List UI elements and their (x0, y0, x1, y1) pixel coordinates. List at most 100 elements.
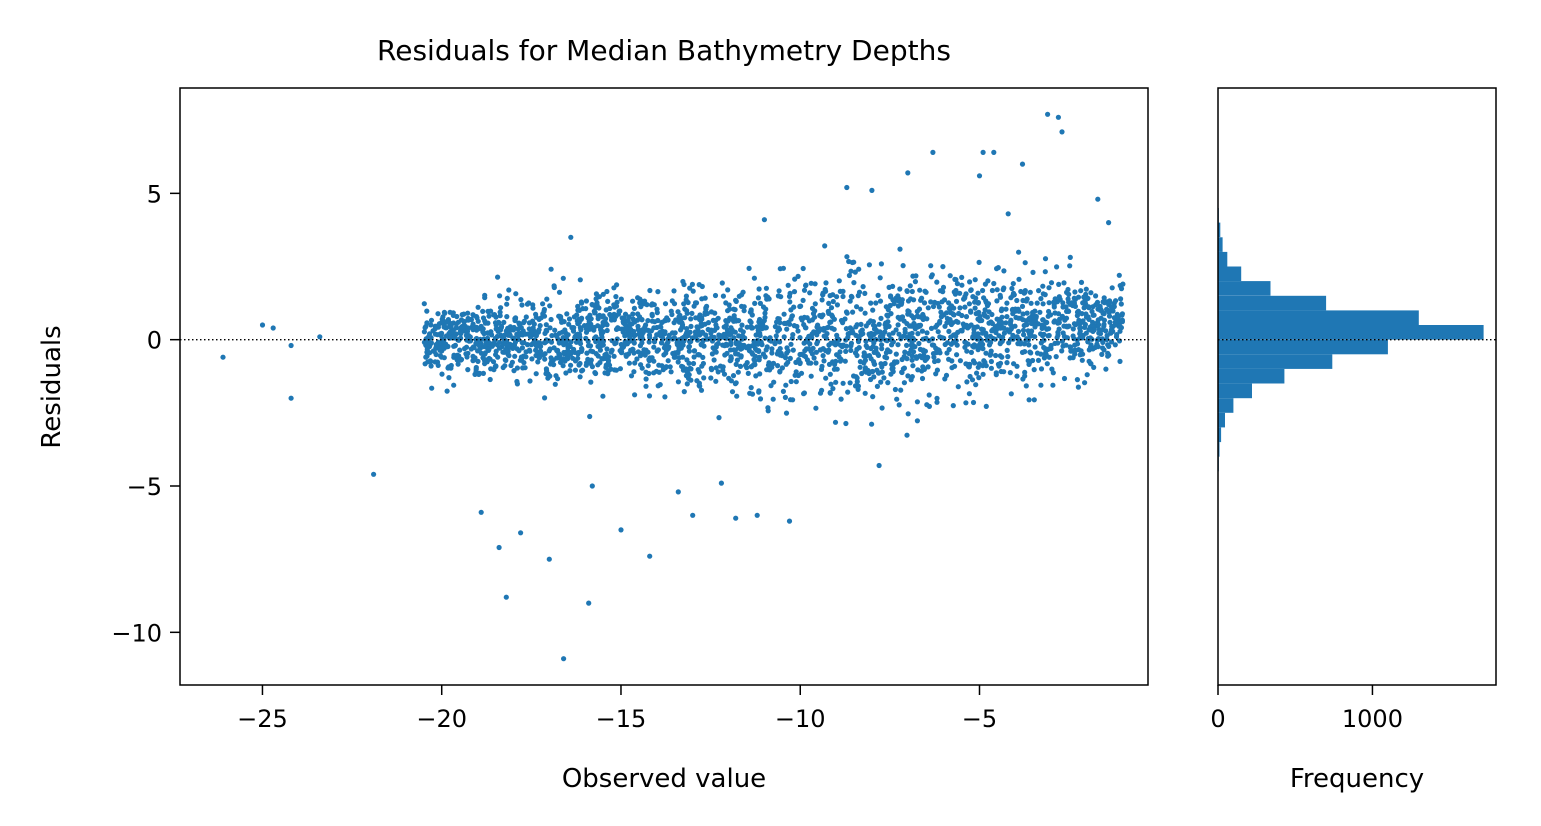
scatter-point (536, 316, 542, 322)
scatter-point (671, 301, 678, 307)
scatter-point (845, 331, 851, 337)
scatter-point (674, 349, 680, 356)
scatter-point (896, 402, 902, 408)
scatter-point (997, 294, 1004, 300)
scatter-point (771, 379, 777, 385)
scatter-point (630, 298, 636, 304)
scatter-point (440, 318, 447, 324)
scatter-point (983, 350, 989, 356)
scatter-point (976, 375, 982, 381)
scatter-point (639, 317, 645, 323)
scatter-point (800, 297, 806, 303)
scatter-point (962, 295, 968, 301)
scatter-point (1046, 285, 1052, 291)
scatter-point (746, 265, 752, 271)
scatter-point (575, 349, 582, 356)
scatter-point (608, 349, 614, 355)
scatter-point (765, 362, 772, 368)
scatter-point (944, 350, 950, 356)
scatter-point (756, 354, 763, 360)
histogram-x-tick-label: 1000 (1342, 705, 1403, 733)
scatter-point (702, 311, 708, 317)
scatter-point (542, 395, 548, 401)
scatter-point (1038, 331, 1044, 337)
scatter-point (1019, 303, 1026, 309)
scatter-point (788, 341, 794, 347)
scatter-point (451, 352, 457, 358)
scatter-point (966, 301, 973, 307)
scatter-point (450, 312, 456, 318)
scatter-point (914, 399, 921, 405)
scatter-point (428, 322, 434, 328)
scatter-point (1010, 306, 1016, 312)
scatter-point (1004, 347, 1010, 353)
scatter-point (421, 301, 427, 307)
scatter-point (502, 363, 508, 369)
scatter-point (1004, 314, 1010, 320)
scatter-point (568, 362, 574, 368)
scatter-point (760, 304, 767, 310)
scatter-point (1032, 344, 1038, 350)
scatter-point (585, 323, 591, 329)
scatter-point (783, 410, 790, 416)
scatter-point (1020, 376, 1026, 382)
scatter-point (991, 149, 997, 155)
scatter-point (317, 334, 323, 340)
scatter-point (862, 357, 869, 363)
scatter-point (715, 340, 721, 347)
scatter-point (974, 370, 980, 376)
scatter-point (688, 377, 694, 383)
scatter-point (583, 298, 590, 304)
scatter-point (821, 333, 827, 339)
scatter-point (626, 314, 632, 320)
scatter-point (854, 379, 860, 385)
scatter-point (557, 313, 563, 319)
x-tick-label: −10 (775, 705, 826, 733)
scatter-point (790, 347, 796, 353)
scatter-point (665, 317, 671, 323)
scatter-point (935, 358, 941, 364)
scatter-point (638, 362, 644, 368)
scatter-point (600, 393, 606, 399)
y-axis-label: Residuals (37, 325, 67, 448)
scatter-point (646, 339, 652, 345)
scatter-point (997, 360, 1004, 366)
scatter-point (989, 320, 996, 327)
scatter-point (504, 295, 510, 301)
scatter-point (684, 326, 690, 332)
scatter-point (584, 350, 590, 356)
scatter-point (626, 360, 633, 366)
scatter-point (1014, 297, 1020, 304)
scatter-point (695, 352, 701, 358)
scatter-point (608, 317, 615, 323)
scatter-point (848, 268, 854, 274)
scatter-point (878, 361, 884, 367)
scatter-point (528, 342, 535, 348)
scatter-point (917, 323, 923, 329)
scatter-point (785, 348, 791, 354)
scatter-point (762, 310, 768, 316)
scatter-point (1088, 290, 1094, 296)
scatter-point (1079, 311, 1085, 317)
scatter-point (432, 331, 438, 337)
scatter-point (1074, 313, 1080, 319)
scatter-point (588, 379, 594, 385)
scatter-point (1113, 298, 1119, 304)
scatter-point (527, 378, 533, 384)
scatter-point (869, 187, 875, 193)
scatter-point (478, 350, 484, 356)
scatter-point (442, 310, 448, 316)
scatter-point (526, 347, 533, 353)
scatter-point (1093, 302, 1099, 308)
scatter-point (865, 367, 871, 373)
scatter-point (448, 323, 454, 330)
scatter-point (529, 356, 535, 362)
scatter-frame (179, 87, 1149, 686)
scatter-point (881, 375, 887, 381)
scatter-point (614, 282, 620, 288)
scatter-point (492, 320, 499, 326)
scatter-point (762, 335, 768, 341)
scatter-point (713, 349, 719, 355)
scatter-point (655, 347, 662, 353)
scatter-point (862, 290, 868, 296)
